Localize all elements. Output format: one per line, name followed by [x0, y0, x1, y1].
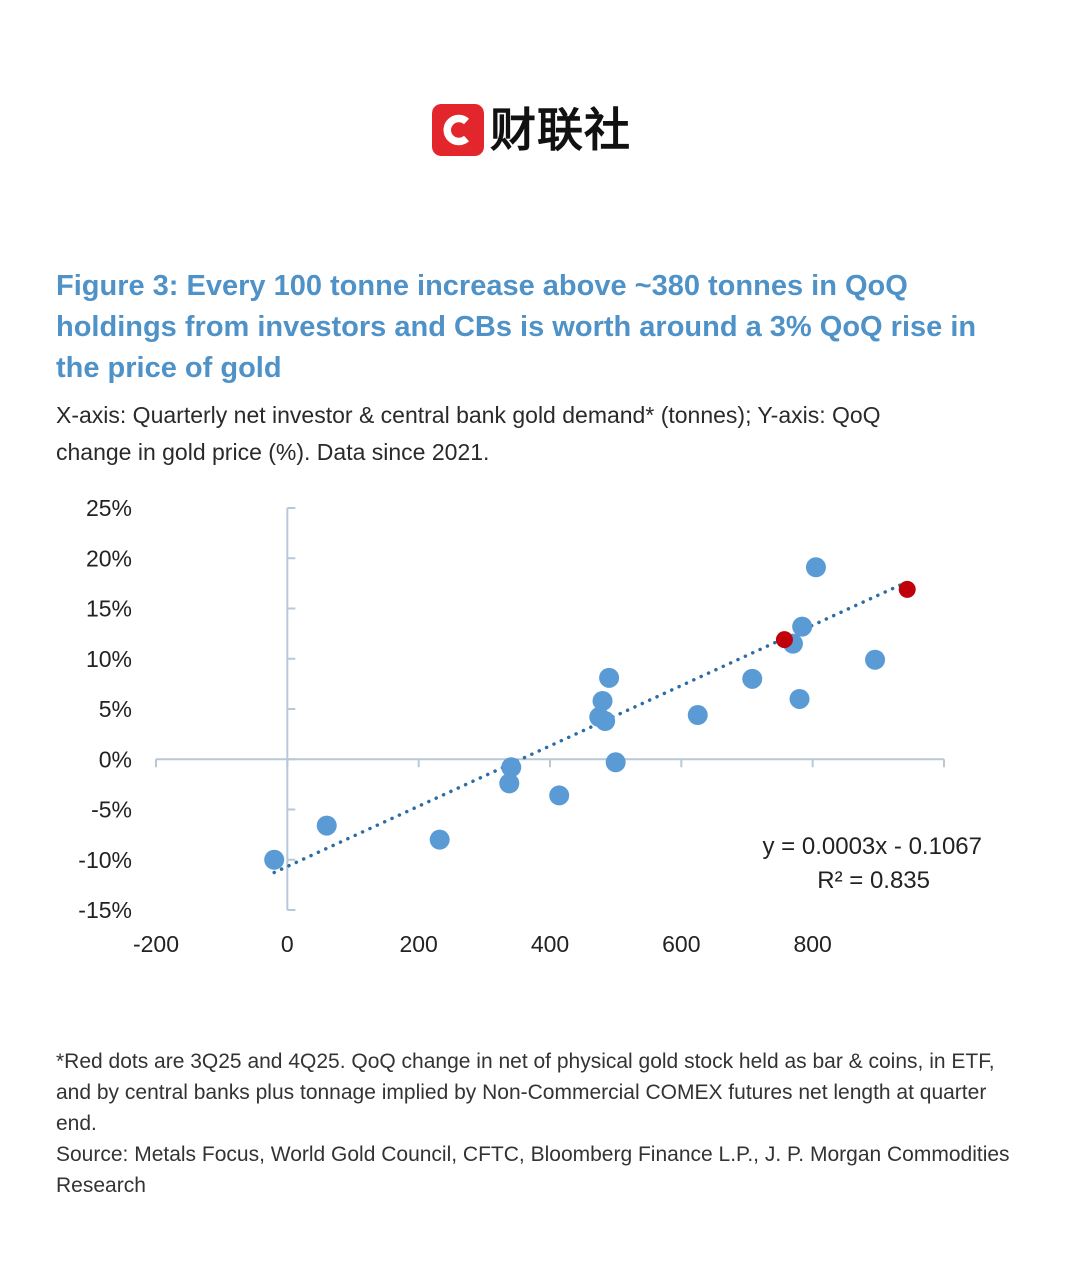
data-point — [316, 815, 337, 836]
y-tick-label: 25% — [86, 495, 132, 521]
y-tick-label: 20% — [86, 545, 132, 571]
y-tick-label: 0% — [99, 746, 132, 772]
figure-title: Figure 3: Every 100 tonne increase above… — [56, 270, 977, 384]
footnote-source: Source: Metals Focus, World Gold Council… — [56, 1143, 1010, 1197]
footnotes: *Red dots are 3Q25 and 4Q25. QoQ change … — [56, 1046, 1016, 1201]
brand-logo: 财联社 — [432, 102, 631, 158]
x-tick-label: -200 — [133, 931, 179, 957]
trendline — [272, 580, 909, 875]
y-tick-label: -5% — [91, 797, 132, 823]
data-point — [264, 849, 285, 870]
scatter-chart: 25% 20% 15% 10% 5% 0% -5% -10% -15% -200 0 200 400 6… — [78, 495, 983, 957]
regression-equation: y = 0.0003x - 0.1067 — [763, 833, 983, 860]
data-point — [595, 711, 616, 732]
regression-annotation: y = 0.0003x - 0.1067 R² = 0.835 — [763, 833, 983, 894]
y-tick-label: -10% — [78, 847, 132, 873]
x-axis-ticks: -200 0 200 400 600 800 — [133, 759, 945, 957]
y-tick-label: 10% — [86, 646, 132, 672]
x-tick-label: 600 — [662, 931, 700, 957]
data-point — [499, 773, 520, 794]
footnote-note: *Red dots are 3Q25 and 4Q25. QoQ change … — [56, 1050, 995, 1135]
trendline-layer — [272, 580, 909, 875]
data-point — [501, 757, 522, 778]
x-tick-label: 400 — [531, 931, 569, 957]
x-tick-label: 800 — [793, 931, 831, 957]
data-point-highlight — [775, 631, 793, 649]
data-point-highlight — [898, 580, 916, 598]
y-tick-label: -15% — [78, 897, 132, 923]
data-point — [592, 690, 613, 711]
regression-r-squared: R² = 0.835 — [817, 867, 930, 894]
data-points — [264, 557, 916, 870]
data-point — [549, 785, 570, 806]
data-point — [789, 688, 810, 709]
y-tick-label: 5% — [99, 696, 132, 722]
data-point — [865, 649, 886, 670]
data-point — [805, 557, 826, 578]
x-tick-label: 200 — [399, 931, 437, 957]
figure-subtitle: X-axis: Quarterly net investor & central… — [56, 402, 881, 465]
data-point — [429, 829, 450, 850]
brand-name: 财联社 — [490, 103, 631, 157]
y-axis-ticks: 25% 20% 15% 10% 5% 0% -5% -10% -15% — [78, 495, 296, 923]
data-point — [742, 668, 763, 689]
x-tick-label: 0 — [281, 931, 294, 957]
data-point — [605, 752, 626, 773]
brand-mark-icon — [432, 104, 484, 156]
data-point — [687, 705, 708, 726]
data-point — [792, 616, 813, 637]
data-point — [599, 667, 620, 688]
y-tick-label: 15% — [86, 596, 132, 622]
